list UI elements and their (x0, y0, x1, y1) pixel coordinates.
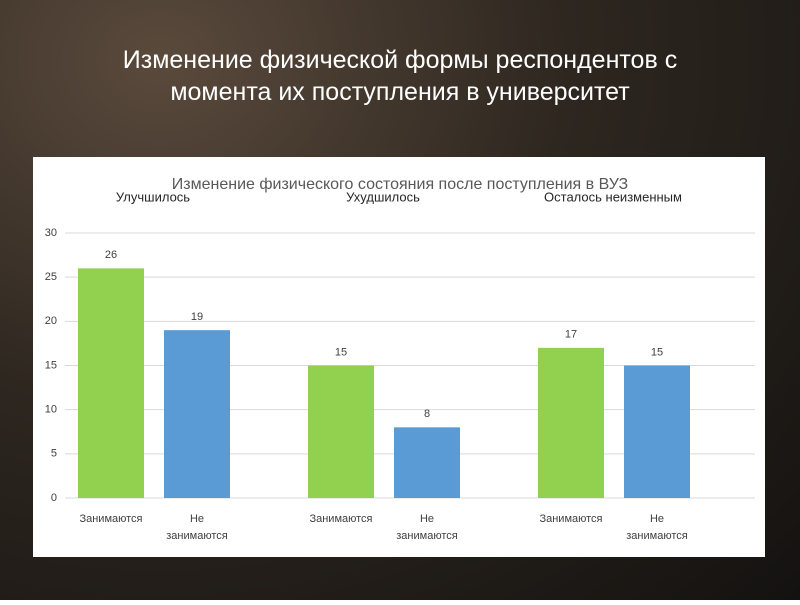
x-tick-label: Не занимаются (396, 513, 457, 542)
x-tick-label: Занимаются (539, 513, 602, 525)
group-label: Осталось неизменным (544, 189, 682, 204)
x-tick-label-line: Не (420, 513, 434, 525)
x-tick-label-line: занимаются (396, 530, 457, 542)
slide-title-box: Изменение физической формы респондентов … (122, 46, 678, 106)
bar (624, 365, 690, 498)
x-tick-label-line: Занимаются (309, 513, 372, 525)
bar (78, 268, 144, 498)
x-tick-label-line: занимаются (166, 530, 227, 542)
bar (308, 365, 374, 498)
slide-title: Изменение физической формы респондентов … (122, 46, 678, 106)
group-label: Ухудшилось (346, 189, 420, 204)
y-tick-label: 5 (51, 448, 57, 460)
x-tick-label: Занимаются (79, 513, 142, 525)
x-tick-label-line: Занимаются (79, 513, 142, 525)
x-tick-label: Не занимаются (626, 513, 687, 542)
data-label: 26 (105, 249, 117, 261)
data-label: 8 (424, 408, 430, 420)
data-label: 15 (651, 346, 663, 358)
bar (164, 330, 230, 498)
x-tick-label-line: Не (190, 513, 204, 525)
bar (538, 347, 604, 498)
y-tick-label: 0 (51, 492, 57, 504)
group-label: Улучшилось (116, 189, 190, 204)
y-tick-label: 15 (45, 359, 57, 371)
y-tick-label: 20 (45, 315, 57, 327)
x-tick-label-line: Занимаются (539, 513, 602, 525)
x-tick-label-line: Не (650, 513, 664, 525)
data-label: 15 (335, 346, 347, 358)
x-tick-label-line: занимаются (626, 530, 687, 542)
data-label: 19 (191, 311, 203, 323)
x-tick-label: Занимаются (309, 513, 372, 525)
x-tick-label: Не занимаются (166, 513, 227, 542)
y-tick-label: 30 (45, 227, 57, 239)
y-tick-label: 25 (45, 271, 57, 283)
chart-title: Изменение физического состояния после по… (172, 176, 628, 193)
y-tick-label: 10 (45, 404, 57, 416)
data-label: 17 (565, 329, 577, 341)
bar (394, 427, 460, 498)
